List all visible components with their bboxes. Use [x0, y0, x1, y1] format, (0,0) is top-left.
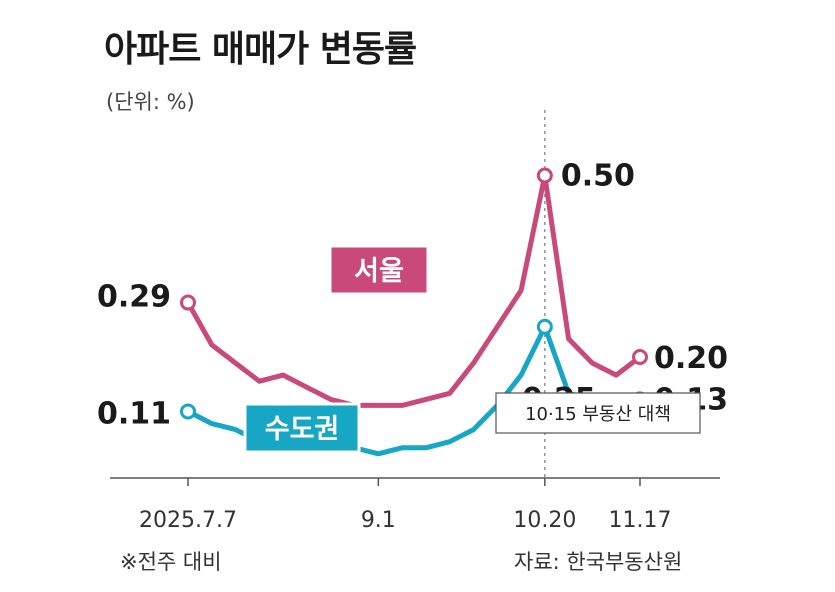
- series-tag-label: 수도권: [265, 414, 340, 445]
- data-point-metro: [536, 318, 553, 335]
- data-point-seoul: [180, 294, 196, 311]
- data-point-seoul: [632, 349, 648, 365]
- value-label: 0.20: [654, 341, 728, 376]
- data-point-metro: [180, 403, 196, 420]
- source-label: 자료: 한국부동산원: [514, 550, 683, 574]
- unit-label: (단위: %): [106, 90, 195, 114]
- value-label: 0.50: [561, 159, 635, 194]
- value-label: 0.11: [97, 396, 171, 431]
- chart-title: 아파트 매매가 변동률: [104, 29, 417, 70]
- data-point-seoul: [536, 167, 553, 184]
- annotation-label: 10·15 부동산 대책: [525, 404, 671, 425]
- annotation-box: [495, 392, 701, 434]
- x-tick-label: 10.20: [513, 508, 576, 533]
- value-label: 0.29: [97, 280, 171, 315]
- series-line-seoul: [185, 173, 643, 408]
- x-tick-label: 11.17: [609, 508, 672, 533]
- footnote: ※전주 대비: [120, 550, 222, 574]
- series-tag-metro: [243, 402, 361, 454]
- series-tag-seoul: [328, 244, 430, 296]
- x-tick-label: 2025.7.7: [139, 508, 237, 533]
- series-tag-label: 서울: [354, 256, 404, 287]
- x-tick-label: 9.1: [361, 508, 396, 533]
